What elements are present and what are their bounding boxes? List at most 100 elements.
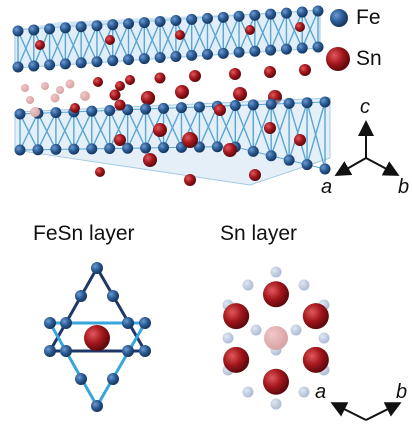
fe-atom (86, 105, 98, 117)
sn-atom (184, 174, 196, 186)
bond (252, 103, 272, 152)
sn-atom (105, 35, 115, 45)
faded-fe-atom (242, 279, 254, 291)
fe-atom (247, 145, 259, 157)
bond (191, 18, 209, 56)
fe-atom (249, 9, 261, 21)
fe-atom (233, 10, 245, 22)
fe-atom (75, 373, 87, 385)
fe-atom (50, 107, 62, 119)
sn-atom (35, 40, 45, 50)
fe-atom (233, 46, 245, 58)
fe-atom (91, 262, 103, 274)
bond (96, 24, 114, 63)
fe-atom (44, 345, 56, 357)
axis-c-label: c (360, 96, 370, 118)
fe-atom (170, 50, 182, 62)
fe-atom (283, 154, 295, 166)
sn-atom (50, 93, 60, 103)
bond (234, 104, 254, 148)
sn-atom (114, 134, 126, 146)
lower-fesn-slab (14, 96, 331, 186)
sn-atom (154, 72, 166, 84)
sn-atom (245, 25, 255, 35)
fe-atom (138, 17, 150, 29)
fe-atom (186, 49, 198, 61)
sn-atom (65, 79, 75, 89)
sn-atom (41, 82, 49, 90)
bond (254, 13, 272, 52)
fe-atom (280, 7, 292, 19)
bond (306, 101, 326, 165)
sn-atom (93, 77, 103, 87)
sn-atom (249, 169, 261, 181)
fe-atom (319, 96, 331, 108)
fe-atom (44, 317, 56, 329)
sn-legend-label: Sn (356, 47, 382, 70)
sn-layer-title: Sn layer (220, 222, 298, 245)
fe-atom (247, 99, 259, 111)
bond (234, 105, 254, 152)
bond (64, 26, 82, 65)
fe-atom (28, 60, 40, 72)
sn-atom (214, 104, 226, 116)
sn-atom (294, 134, 306, 146)
fe-atom (14, 144, 26, 156)
fe-atom (139, 345, 151, 357)
bond (127, 108, 147, 149)
fe-atom (75, 290, 87, 302)
bond (301, 10, 319, 49)
sn-atom (115, 81, 125, 91)
fe-atom (193, 101, 205, 113)
bond (48, 27, 67, 66)
fe-atom (14, 108, 26, 120)
sn-layer-honeycomb (222, 266, 330, 410)
bond (252, 104, 272, 156)
sn-atom (95, 167, 105, 177)
sn-atom (30, 107, 40, 117)
fe-atom (229, 100, 241, 112)
fe-atom (265, 150, 277, 162)
fe-atom (154, 16, 166, 28)
axes-triad-top (334, 120, 400, 176)
sn-atom (302, 346, 329, 373)
faded-fe-atom (298, 386, 310, 398)
sn-atom (299, 64, 311, 76)
fe-atom (91, 56, 103, 68)
fe-legend-label: Fe (356, 6, 381, 29)
fe-atom (217, 11, 229, 23)
fe-atom (123, 54, 135, 66)
faded-fe-atom (250, 324, 262, 336)
sn-atom (189, 70, 201, 82)
fe-atom (140, 142, 152, 154)
fe-atom (91, 20, 103, 32)
fe-atom (32, 144, 44, 156)
sn-atom (229, 68, 241, 80)
sn-atom (114, 99, 126, 111)
fe-atom (201, 12, 213, 24)
fe-atom (265, 98, 277, 110)
fe-atom (175, 102, 187, 114)
bond (288, 102, 308, 161)
sn-atom (295, 22, 305, 32)
sn-atom (26, 96, 34, 104)
fe-atom (44, 23, 56, 35)
fe-atom (140, 103, 152, 115)
faded-fe-atom (318, 332, 330, 344)
center-sn-atom (84, 325, 110, 351)
bond (143, 21, 161, 59)
sn-atom (264, 122, 276, 134)
sn-atom (263, 368, 289, 395)
sn-atom (302, 303, 329, 330)
fe-atom (158, 142, 170, 154)
fe-atom (201, 48, 213, 60)
bond (80, 25, 98, 64)
fe-atom (75, 21, 87, 33)
bond (306, 102, 326, 170)
sn-atom (264, 66, 276, 78)
bond (288, 103, 308, 165)
fe-atom (265, 44, 277, 56)
bond (216, 105, 236, 148)
fe-legend-icon (330, 9, 348, 27)
